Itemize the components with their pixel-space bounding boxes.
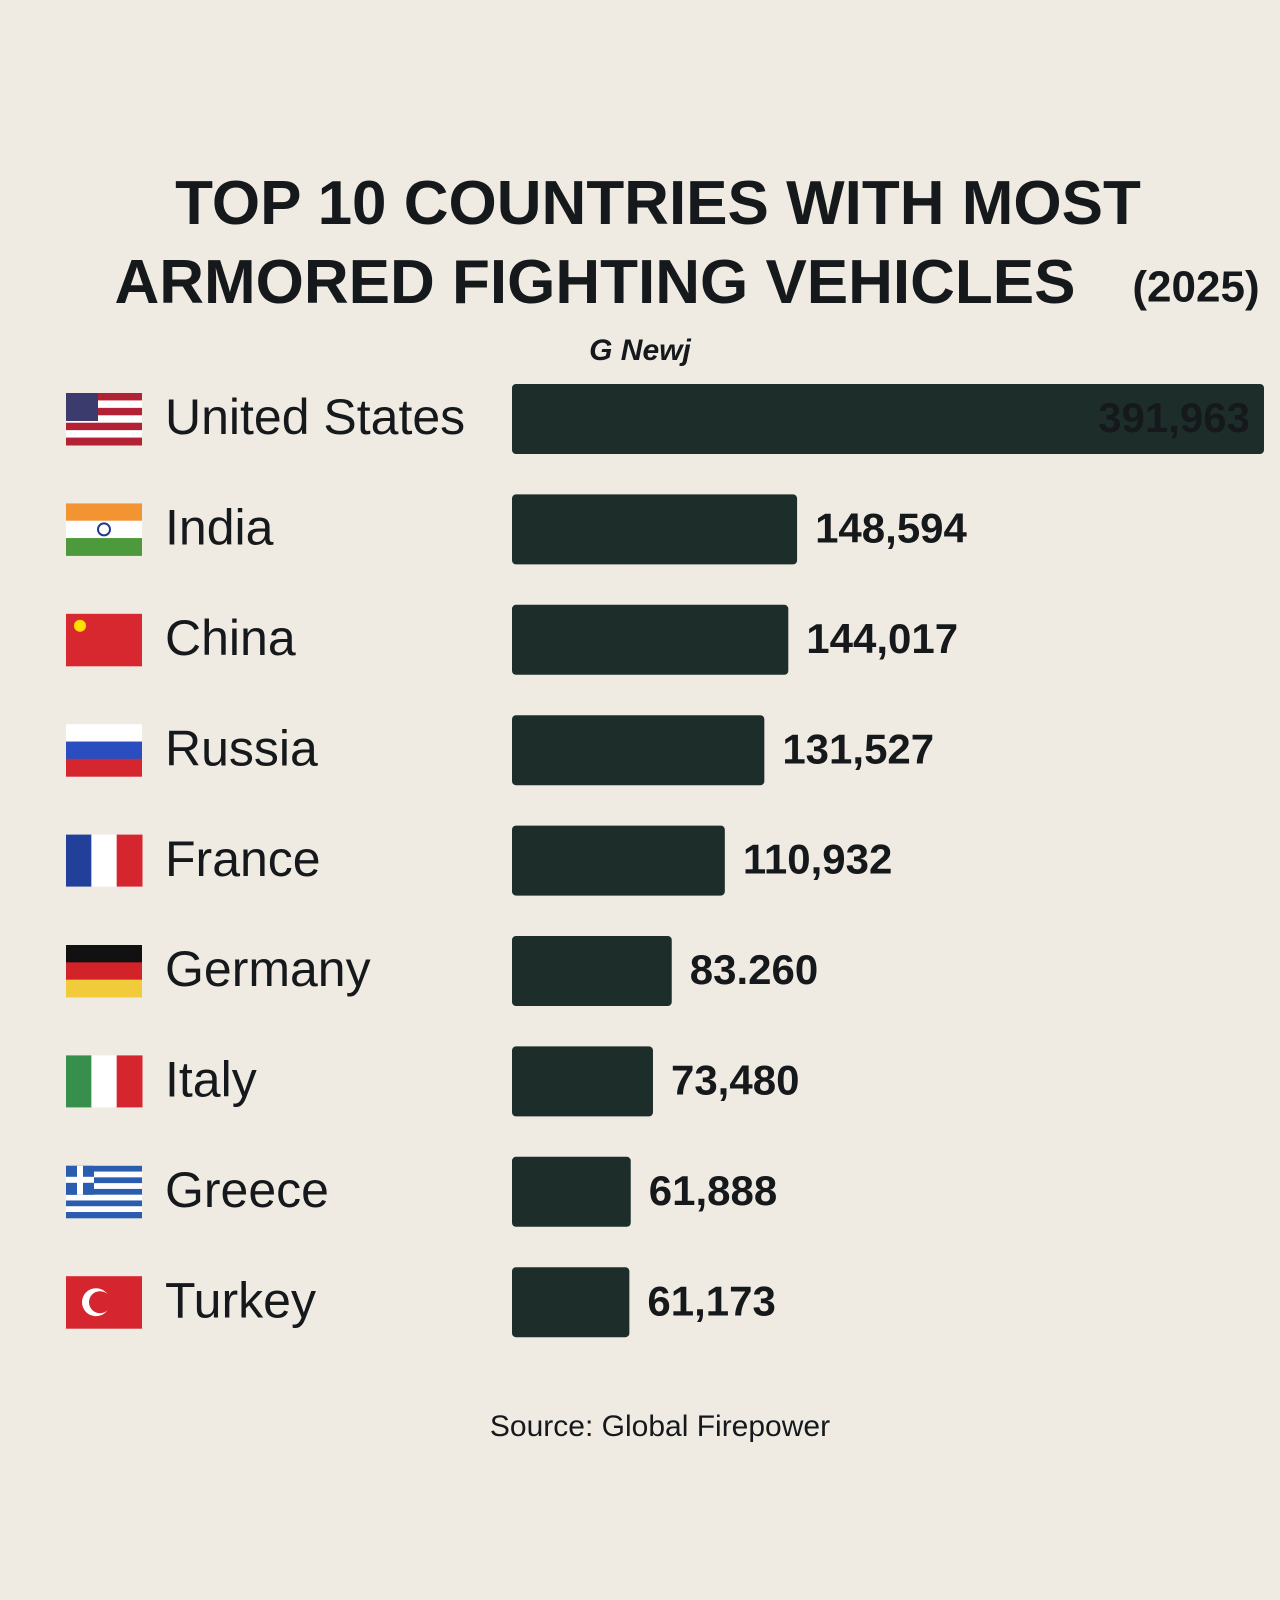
bar [512, 936, 672, 1006]
bar [512, 384, 1264, 454]
category-label: Greece [165, 1162, 329, 1218]
value-label: 144,017 [806, 615, 958, 662]
bar [512, 715, 765, 786]
flag [116, 834, 143, 887]
flag [91, 1055, 118, 1108]
flag [66, 1206, 142, 1213]
bar [512, 604, 789, 675]
category-label: Turkey [165, 1272, 316, 1328]
flag [66, 503, 142, 522]
flag [66, 422, 142, 431]
flag [66, 945, 142, 963]
flag [66, 1200, 142, 1207]
category-label: Russia [165, 720, 318, 776]
flag [116, 1055, 143, 1108]
flag [66, 1176, 94, 1183]
flag [66, 741, 142, 760]
watermark: G Newj [589, 334, 691, 367]
bar [512, 1156, 631, 1227]
flag [89, 1291, 111, 1314]
flag [74, 619, 86, 632]
flag [66, 758, 142, 777]
flag [66, 520, 142, 539]
flag [91, 834, 118, 887]
category-label: Germany [165, 941, 371, 997]
category-label: India [165, 500, 274, 556]
flag [66, 724, 142, 743]
flag [97, 522, 111, 537]
flag [66, 834, 92, 887]
flag [66, 407, 142, 416]
flag [66, 962, 142, 981]
value-label: 61,888 [649, 1167, 777, 1214]
flag [66, 1055, 92, 1108]
flag [66, 538, 142, 556]
chart-title: TOP 10 COUNTRIES WITH MOST ARMORED FIGHTI… [114, 169, 1140, 317]
value-label: 110,932 [743, 836, 893, 883]
flag [66, 393, 98, 421]
value-label: 131,527 [782, 725, 934, 772]
value-label: 83.260 [690, 946, 818, 993]
flag [66, 1171, 142, 1178]
flag [66, 1212, 142, 1219]
bar [512, 1046, 653, 1117]
flag [66, 1183, 142, 1190]
flag [66, 415, 142, 424]
flag [66, 1188, 142, 1196]
flag [66, 393, 142, 401]
bar [512, 1267, 630, 1338]
chart-subtitle: (2025) [1132, 263, 1259, 312]
source: Source: Global Firepower [490, 1410, 830, 1443]
flag [66, 1194, 142, 1201]
category-label: China [165, 610, 296, 666]
value-label: 148,594 [815, 504, 967, 551]
category-label: Italy [165, 1052, 257, 1108]
value-label: 391,963 [1098, 394, 1250, 441]
flag [66, 430, 142, 439]
flag [66, 1165, 142, 1173]
value-label: 61,173 [647, 1277, 775, 1324]
bar [512, 825, 725, 896]
category-label: France [165, 831, 321, 887]
bar [512, 494, 798, 565]
category-label: United States [165, 389, 465, 445]
value-label: 73,480 [671, 1056, 799, 1103]
flag [66, 400, 142, 409]
flag [66, 437, 142, 446]
flag [66, 979, 142, 998]
flag [66, 1177, 142, 1184]
